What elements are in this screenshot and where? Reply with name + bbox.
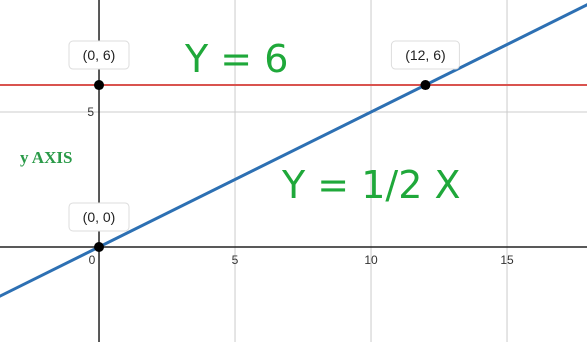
point xyxy=(420,80,431,91)
point-label: (0, 6) xyxy=(83,47,116,63)
point-label: (0, 0) xyxy=(83,209,116,225)
x-tick-label: 15 xyxy=(500,253,514,267)
plot-lines xyxy=(0,3,587,298)
x-tick-label: 10 xyxy=(364,253,378,267)
label-box xyxy=(390,40,460,70)
label-box xyxy=(68,202,130,232)
point-label: (12, 6) xyxy=(405,47,445,63)
points: (0, 6) (12, 6) (0, 0) xyxy=(68,40,460,252)
annotation: Y = 1/2 X xyxy=(281,163,460,207)
annotation: Y = 6 xyxy=(184,37,288,81)
axis-note: y AXIS xyxy=(20,148,72,167)
label-box xyxy=(68,40,130,70)
point xyxy=(94,80,105,91)
x-tick-label: 0 xyxy=(89,253,96,267)
x-tick-label: 5 xyxy=(232,253,239,267)
point xyxy=(94,241,105,252)
y-tick-label: 5 xyxy=(87,105,94,119)
series-line xyxy=(0,3,587,298)
